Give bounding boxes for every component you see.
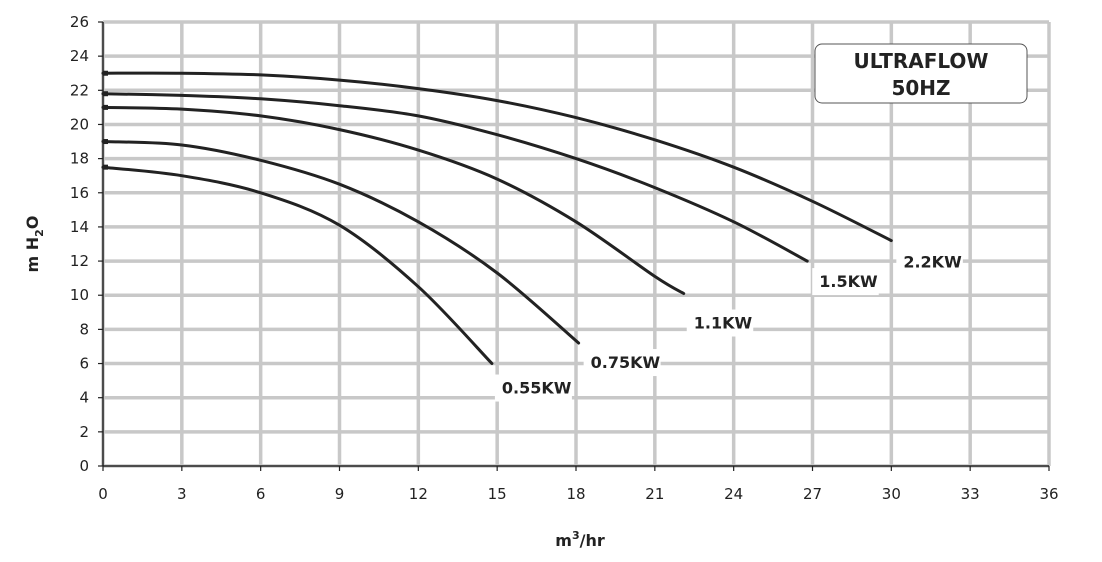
y-tick-label: 10: [70, 286, 89, 304]
y-tick-label: 6: [79, 355, 89, 373]
x-tick-label: 9: [335, 485, 345, 503]
curve-start-marker: [103, 70, 108, 76]
y-tick-label: 22: [70, 81, 89, 99]
x-axis-title-tail: /hr: [580, 531, 605, 550]
series-labels: 0.55KW 0.75KW 1.1KW 1.5KW 2.2KW: [494, 248, 963, 402]
curve-start-marker: [103, 139, 108, 145]
y-tick-label: 24: [70, 47, 89, 65]
series-label-0-75kw: 0.75KW: [591, 353, 661, 372]
x-tick-label: 33: [961, 485, 980, 503]
series-label-bg: [583, 349, 661, 377]
series-label-bg: [686, 309, 754, 337]
y-axis-title: m H2O: [23, 216, 46, 273]
curve-2-2kw: [101, 71, 893, 243]
y-axis-title-pre: m H: [23, 237, 42, 273]
curves: [101, 70, 893, 365]
x-tick-label: 21: [645, 485, 664, 503]
x-tick-label: 24: [724, 485, 743, 503]
curve-start-marker: [103, 164, 108, 170]
x-axis-title-base: m: [555, 531, 572, 550]
series-label-1-1kw: 1.1KW: [694, 314, 753, 333]
y-tick-label: 26: [70, 13, 89, 31]
series-label-2-2kw: 2.2KW: [903, 253, 962, 272]
curve-start-marker: [103, 91, 108, 97]
series-label-bg: [896, 248, 963, 276]
curve-0-55kw: [101, 165, 494, 365]
y-tick-label: 14: [70, 218, 89, 236]
x-tick-label: 30: [882, 485, 901, 503]
x-tick-label: 0: [98, 485, 108, 503]
x-tick-label: 18: [566, 485, 585, 503]
x-tick-label: 27: [803, 485, 822, 503]
y-axis-title-post: O: [23, 216, 42, 230]
x-axis-title: m3/hr: [555, 529, 605, 550]
legend-box-frame: [814, 43, 1028, 104]
y-tick-label: 12: [70, 252, 89, 270]
series-label-0-55kw: 0.55KW: [502, 379, 572, 398]
curve-1-5kw: [101, 92, 809, 263]
series-label-bg: [494, 374, 572, 402]
x-tick-label: 15: [488, 485, 507, 503]
chart-title: ULTRAFLOW: [854, 49, 989, 73]
curve-0-75kw: [101, 140, 581, 345]
x-axis-title-sup: 3: [572, 529, 580, 542]
series-label-1-5kw: 1.5KW: [819, 272, 878, 291]
x-tick-label: 36: [1039, 485, 1058, 503]
y-tick-label: 20: [70, 115, 89, 133]
y-tick-label: 0: [79, 457, 89, 475]
y-axis-title-sub: 2: [33, 229, 46, 237]
curve-1-1kw: [101, 105, 686, 295]
series-label-bg: [812, 268, 879, 296]
y-tick-label: 8: [79, 320, 89, 338]
x-tick-label: 3: [177, 485, 187, 503]
y-tick-label: 16: [70, 184, 89, 202]
legend-box: ULTRAFLOW 50HZ: [814, 43, 1028, 104]
x-tick-label: 12: [409, 485, 428, 503]
y-tick-label: 2: [79, 423, 89, 441]
y-tick-label: 4: [79, 389, 89, 407]
tick-labels: 0 3 6 9 12 15 18 21 24 27 30 33 36024681012141618202…: [70, 13, 1059, 503]
curve-start-marker: [103, 104, 108, 110]
x-tick-label: 6: [256, 485, 266, 503]
chart-subtitle: 50HZ: [891, 76, 950, 100]
y-tick-label: 18: [70, 150, 89, 168]
